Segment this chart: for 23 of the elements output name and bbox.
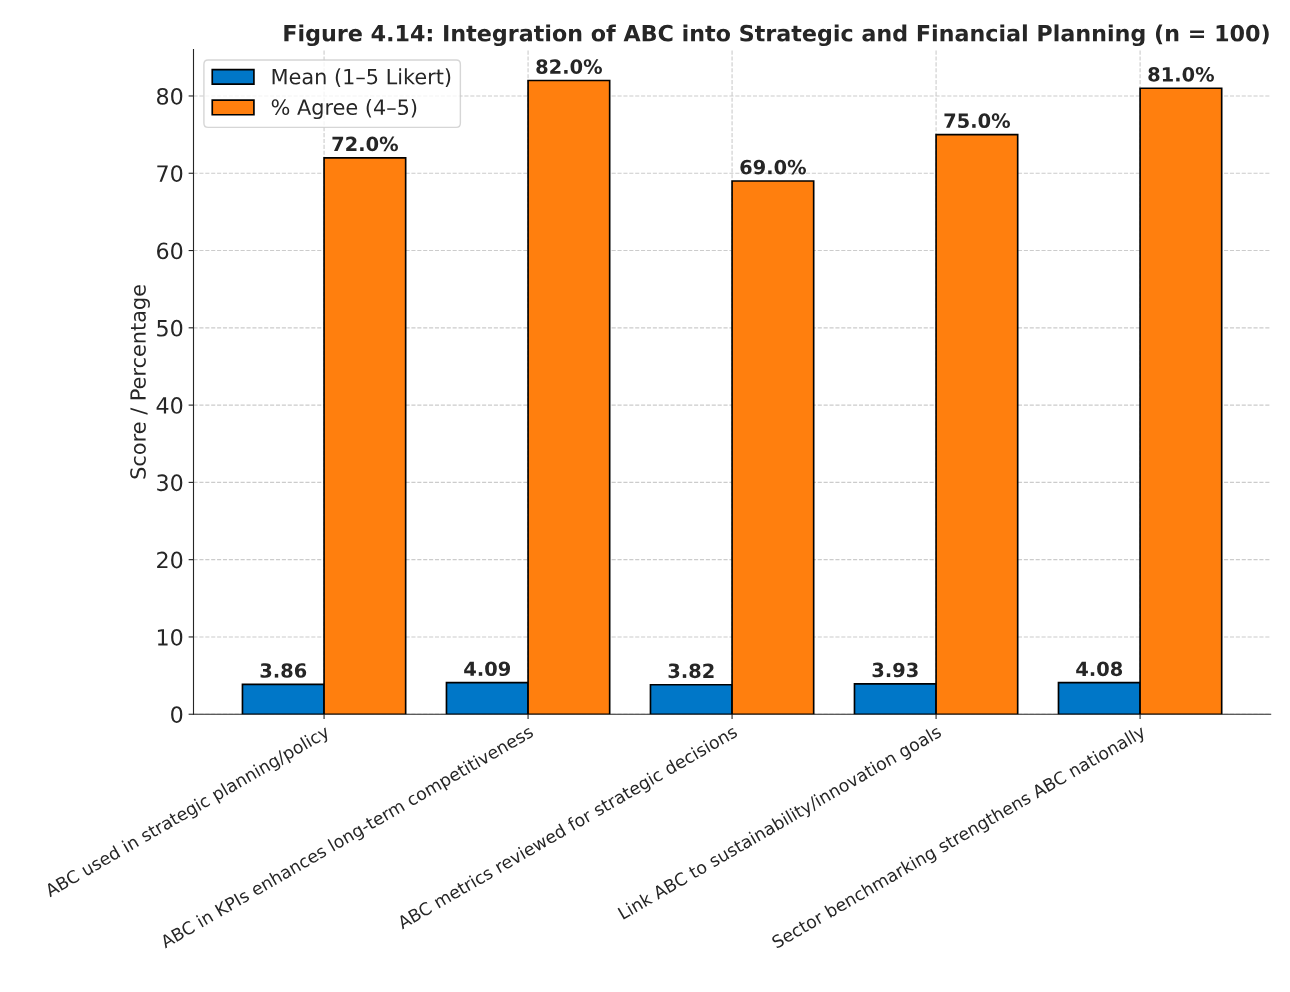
data-label: 3.93 (872, 662, 918, 678)
data-label: 3.82 (668, 663, 714, 679)
chart-title: Figure 4.14: Integration of ABC into Strategic and Financial Planning (n = 100) (284, 24, 1269, 47)
data-label: 4.09 (464, 661, 511, 677)
data-label: 72.0% (332, 136, 398, 152)
y-tick-label: 10 (157, 628, 183, 646)
data-label: 81.0% (1148, 66, 1214, 82)
y-tick-label: 0 (171, 706, 183, 723)
y-tick-label: 40 (156, 397, 183, 414)
y-tick-label: 50 (157, 319, 183, 337)
y-tick-label: 80 (157, 87, 183, 105)
y-tick-label: 20 (157, 551, 183, 569)
y-axis-title: Score / Percentage (130, 285, 150, 479)
y-tick-label: 60 (157, 242, 183, 260)
data-label: 82.0% (536, 59, 602, 74)
y-tick-label: 30 (157, 474, 183, 492)
data-label: 69.0% (740, 159, 806, 175)
data-label: 4.08 (1076, 661, 1123, 677)
data-label: 75.0% (944, 113, 1010, 129)
data-label: 3.86 (260, 663, 307, 678)
legend-label: Mean (1–5 Likert) (272, 68, 451, 87)
y-tick-label: 70 (157, 165, 183, 183)
legend-label: % Agree (4–5) (271, 98, 417, 120)
